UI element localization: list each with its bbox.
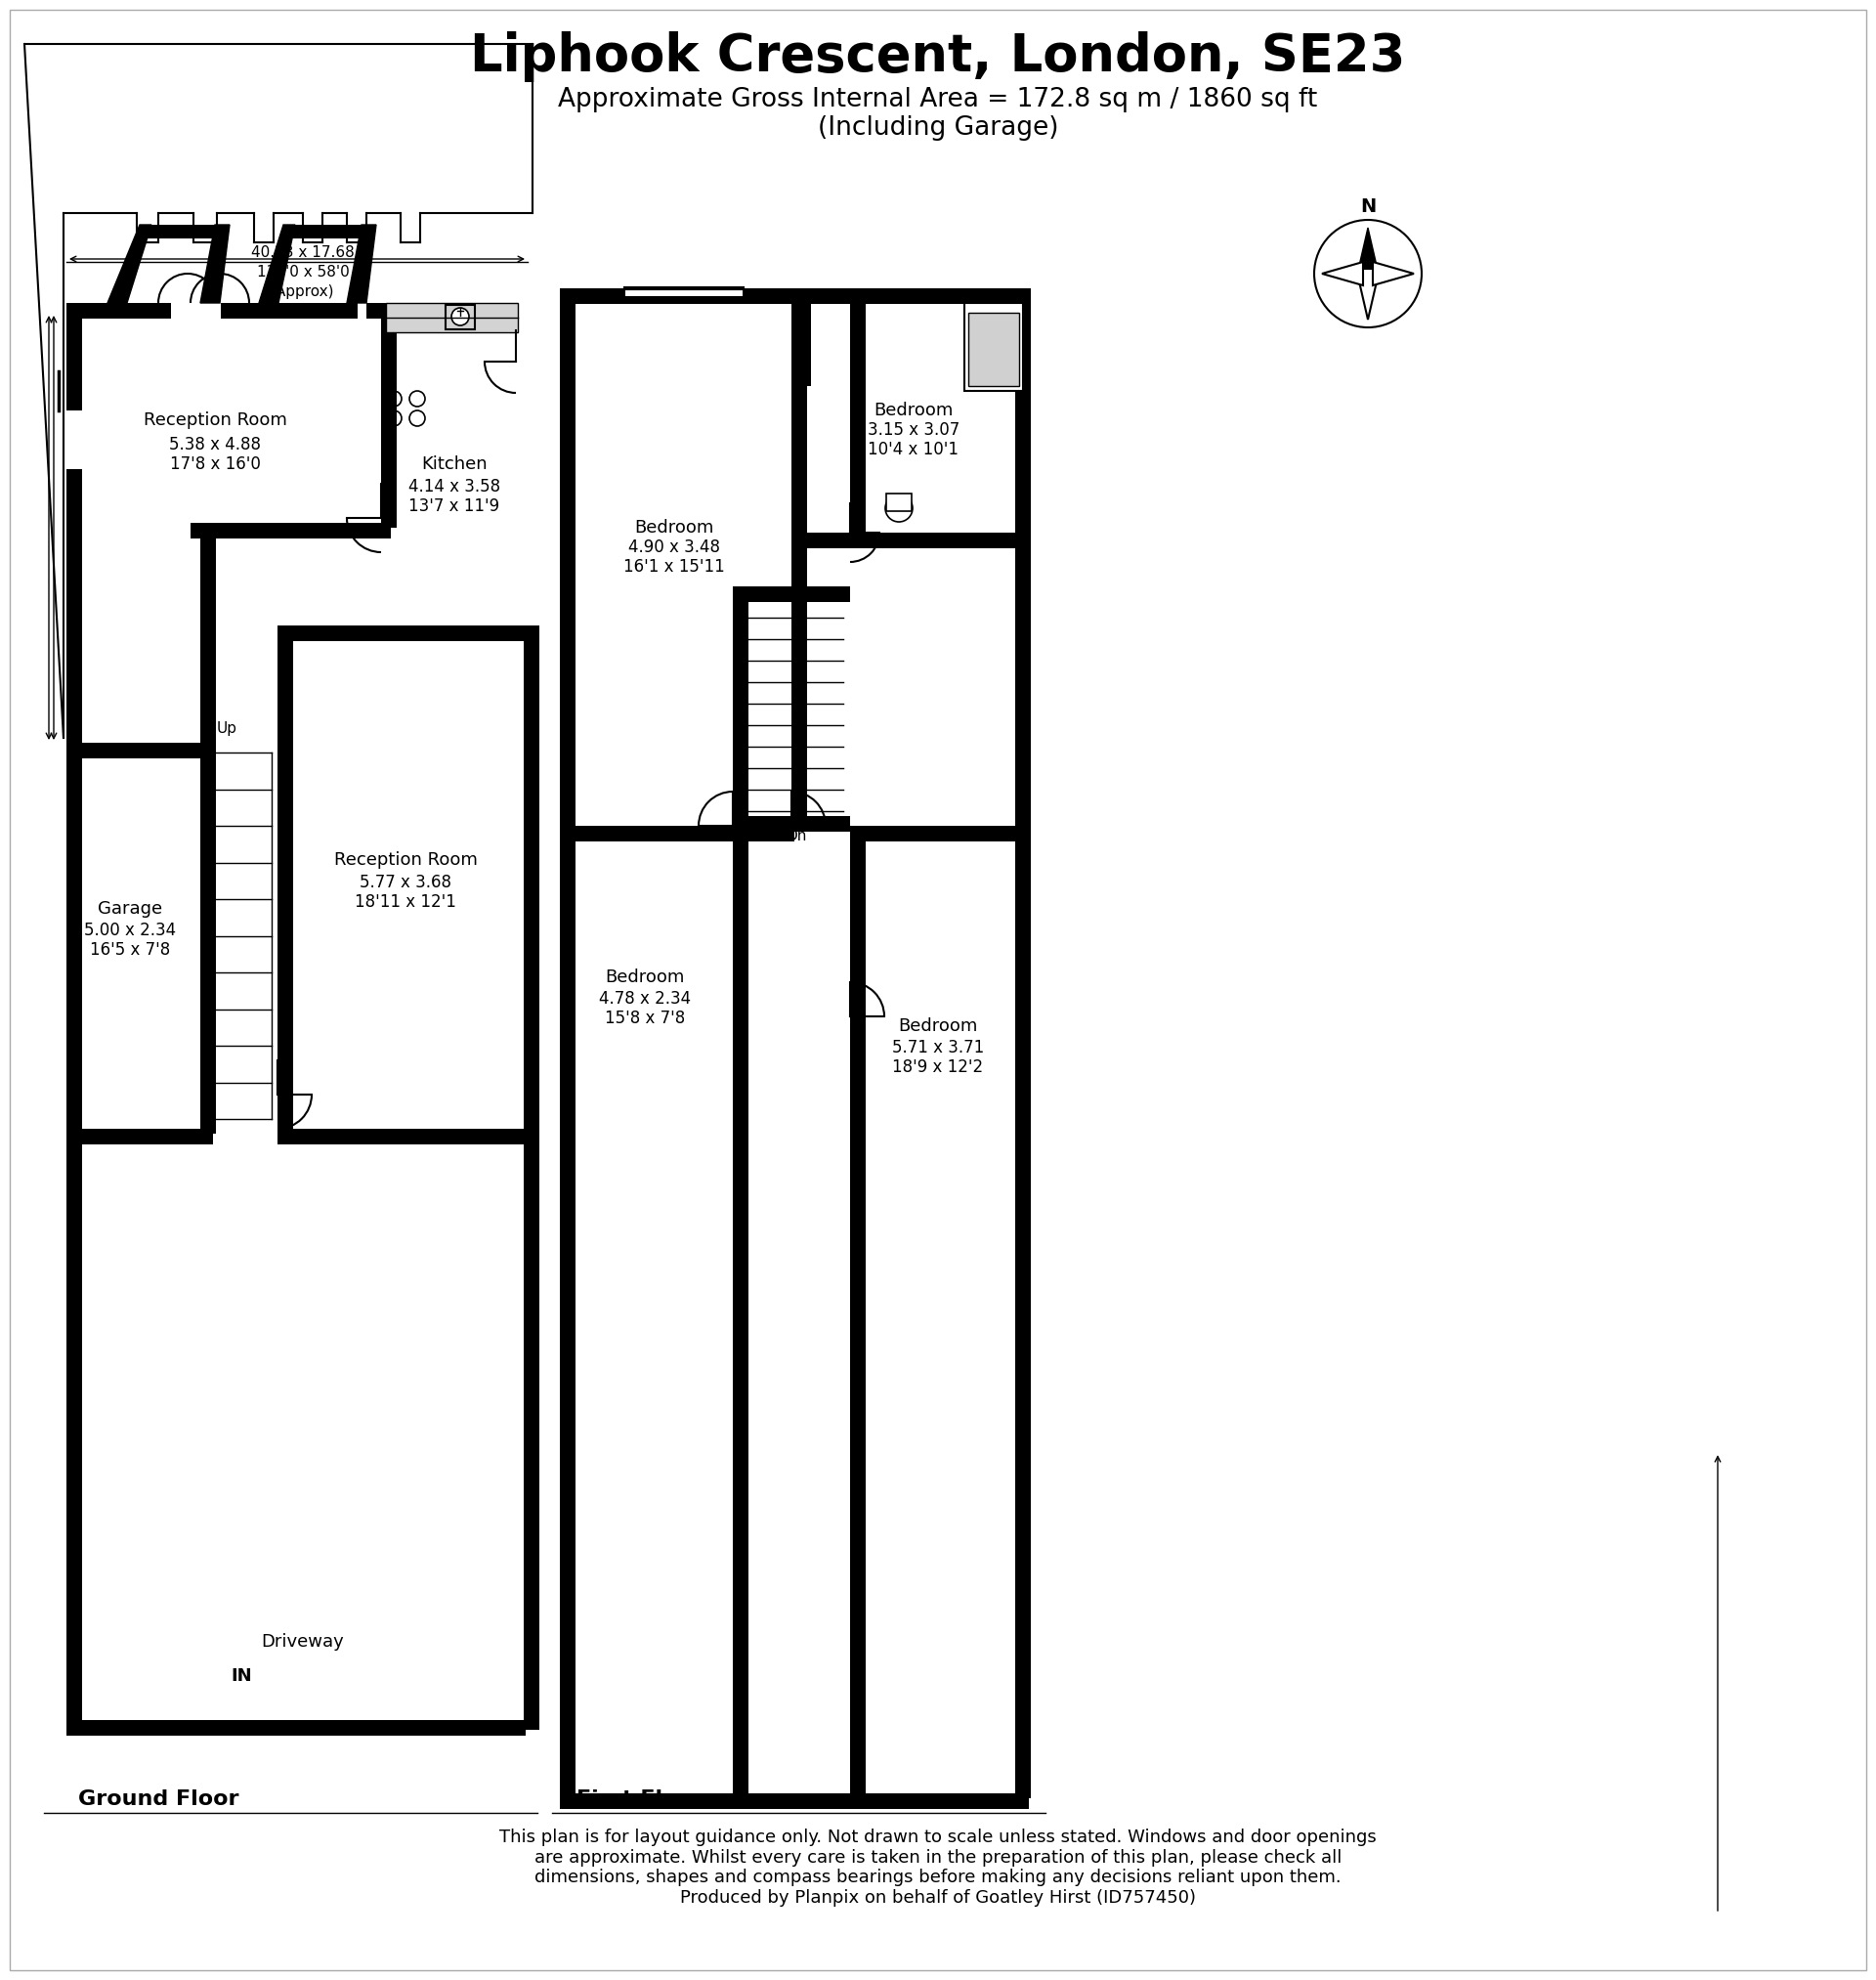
Bar bbox=[366, 303, 386, 319]
Text: IN: IN bbox=[231, 1667, 251, 1685]
Bar bbox=[850, 289, 865, 537]
Text: 4.78 x 2.34: 4.78 x 2.34 bbox=[598, 990, 690, 1008]
Bar bbox=[964, 303, 1022, 390]
Bar bbox=[850, 826, 1030, 842]
Bar bbox=[795, 289, 810, 386]
Text: 5.71 x 3.71: 5.71 x 3.71 bbox=[891, 1040, 985, 1057]
Bar bbox=[446, 305, 475, 329]
Text: 18'11 x 12'1: 18'11 x 12'1 bbox=[355, 893, 456, 911]
Bar bbox=[1015, 289, 1030, 826]
Bar bbox=[792, 533, 850, 548]
Text: 5.00 x 2.34: 5.00 x 2.34 bbox=[84, 921, 176, 939]
Text: Liphook Crescent, London, SE23: Liphook Crescent, London, SE23 bbox=[471, 32, 1405, 81]
Polygon shape bbox=[201, 226, 229, 303]
Polygon shape bbox=[1373, 261, 1415, 285]
Text: 15'8 x 7'8: 15'8 x 7'8 bbox=[604, 1010, 685, 1028]
Text: 10'4 x 10'1: 10'4 x 10'1 bbox=[869, 442, 959, 457]
Text: 16'5 x 7'8: 16'5 x 7'8 bbox=[90, 940, 171, 958]
Text: Ground Floor: Ground Floor bbox=[79, 1790, 238, 1810]
Text: Driveway: Driveway bbox=[261, 1633, 345, 1651]
Bar bbox=[278, 626, 537, 642]
Bar bbox=[66, 313, 83, 742]
Bar bbox=[139, 226, 216, 238]
Bar bbox=[559, 289, 795, 305]
Text: 40.23 x 17.68: 40.23 x 17.68 bbox=[251, 246, 355, 259]
Bar bbox=[523, 626, 540, 1731]
Text: This plan is for layout guidance only. Not drawn to scale unless stated. Windows: This plan is for layout guidance only. N… bbox=[499, 1828, 1377, 1907]
Text: Bedroom: Bedroom bbox=[899, 1018, 977, 1036]
Bar bbox=[792, 289, 807, 826]
Text: 18'9 x 12'2: 18'9 x 12'2 bbox=[893, 1059, 983, 1075]
Text: Kitchen: Kitchen bbox=[422, 455, 488, 473]
Bar bbox=[734, 586, 850, 602]
Text: Dn: Dn bbox=[786, 828, 807, 843]
Text: Reception Room: Reception Room bbox=[143, 412, 287, 430]
Text: 16'1 x 15'11: 16'1 x 15'11 bbox=[623, 558, 724, 576]
Text: Garage: Garage bbox=[98, 901, 161, 917]
Polygon shape bbox=[1356, 228, 1379, 279]
Text: Bedroom: Bedroom bbox=[634, 519, 715, 537]
Bar bbox=[625, 281, 743, 297]
Text: Bedroom: Bedroom bbox=[874, 402, 953, 420]
Bar bbox=[794, 289, 1030, 305]
Bar bbox=[66, 1129, 214, 1144]
Text: 3.15 x 3.07: 3.15 x 3.07 bbox=[867, 422, 961, 440]
Bar bbox=[734, 826, 749, 1798]
Text: (Approx): (Approx) bbox=[270, 283, 336, 299]
Polygon shape bbox=[1323, 261, 1364, 285]
Bar bbox=[66, 742, 208, 758]
Circle shape bbox=[885, 495, 912, 523]
Polygon shape bbox=[347, 226, 377, 303]
Bar bbox=[201, 523, 283, 539]
Text: (Including Garage): (Including Garage) bbox=[818, 115, 1058, 141]
Bar bbox=[559, 826, 576, 1798]
Bar bbox=[968, 313, 1019, 386]
Bar bbox=[559, 826, 794, 842]
Text: 5.38 x 4.88: 5.38 x 4.88 bbox=[169, 436, 261, 453]
Text: Up: Up bbox=[216, 721, 236, 735]
Bar bbox=[278, 1129, 537, 1144]
Bar bbox=[201, 523, 216, 748]
Bar bbox=[381, 303, 396, 529]
Bar bbox=[201, 742, 216, 1135]
Bar bbox=[58, 410, 83, 469]
Polygon shape bbox=[1356, 269, 1379, 319]
Text: 4.14 x 3.58: 4.14 x 3.58 bbox=[409, 477, 501, 495]
Bar bbox=[885, 493, 912, 511]
Polygon shape bbox=[107, 226, 152, 303]
Text: 5.77 x 3.68: 5.77 x 3.68 bbox=[360, 873, 452, 891]
Bar bbox=[66, 1721, 525, 1736]
Bar bbox=[221, 303, 358, 319]
Text: 17'8 x 16'0: 17'8 x 16'0 bbox=[169, 455, 261, 473]
Text: 13'7 x 11'9: 13'7 x 11'9 bbox=[409, 497, 499, 515]
Text: N: N bbox=[1360, 196, 1375, 216]
Text: 4.90 x 3.48: 4.90 x 3.48 bbox=[628, 539, 720, 556]
Bar bbox=[386, 303, 518, 333]
Bar bbox=[734, 816, 850, 832]
Bar bbox=[278, 626, 293, 1129]
Bar bbox=[1015, 826, 1030, 1798]
Polygon shape bbox=[259, 226, 295, 303]
Bar bbox=[283, 226, 362, 238]
Bar bbox=[559, 289, 576, 826]
Bar bbox=[734, 586, 749, 822]
Bar bbox=[559, 1794, 1028, 1810]
Text: Bedroom: Bedroom bbox=[606, 968, 685, 986]
Circle shape bbox=[452, 307, 469, 325]
Bar bbox=[850, 533, 1030, 548]
Text: First Floor: First Floor bbox=[576, 1790, 704, 1810]
Bar bbox=[850, 826, 865, 1798]
Bar bbox=[191, 523, 390, 539]
Circle shape bbox=[1315, 220, 1422, 327]
Text: 132'0 x 58'0: 132'0 x 58'0 bbox=[257, 265, 349, 279]
Text: Reception Room: Reception Room bbox=[334, 851, 477, 869]
Bar bbox=[66, 303, 171, 319]
Bar bbox=[559, 826, 735, 842]
Bar bbox=[66, 742, 83, 1721]
Text: Approximate Gross Internal Area = 172.8 sq m / 1860 sq ft: Approximate Gross Internal Area = 172.8 … bbox=[559, 87, 1317, 113]
